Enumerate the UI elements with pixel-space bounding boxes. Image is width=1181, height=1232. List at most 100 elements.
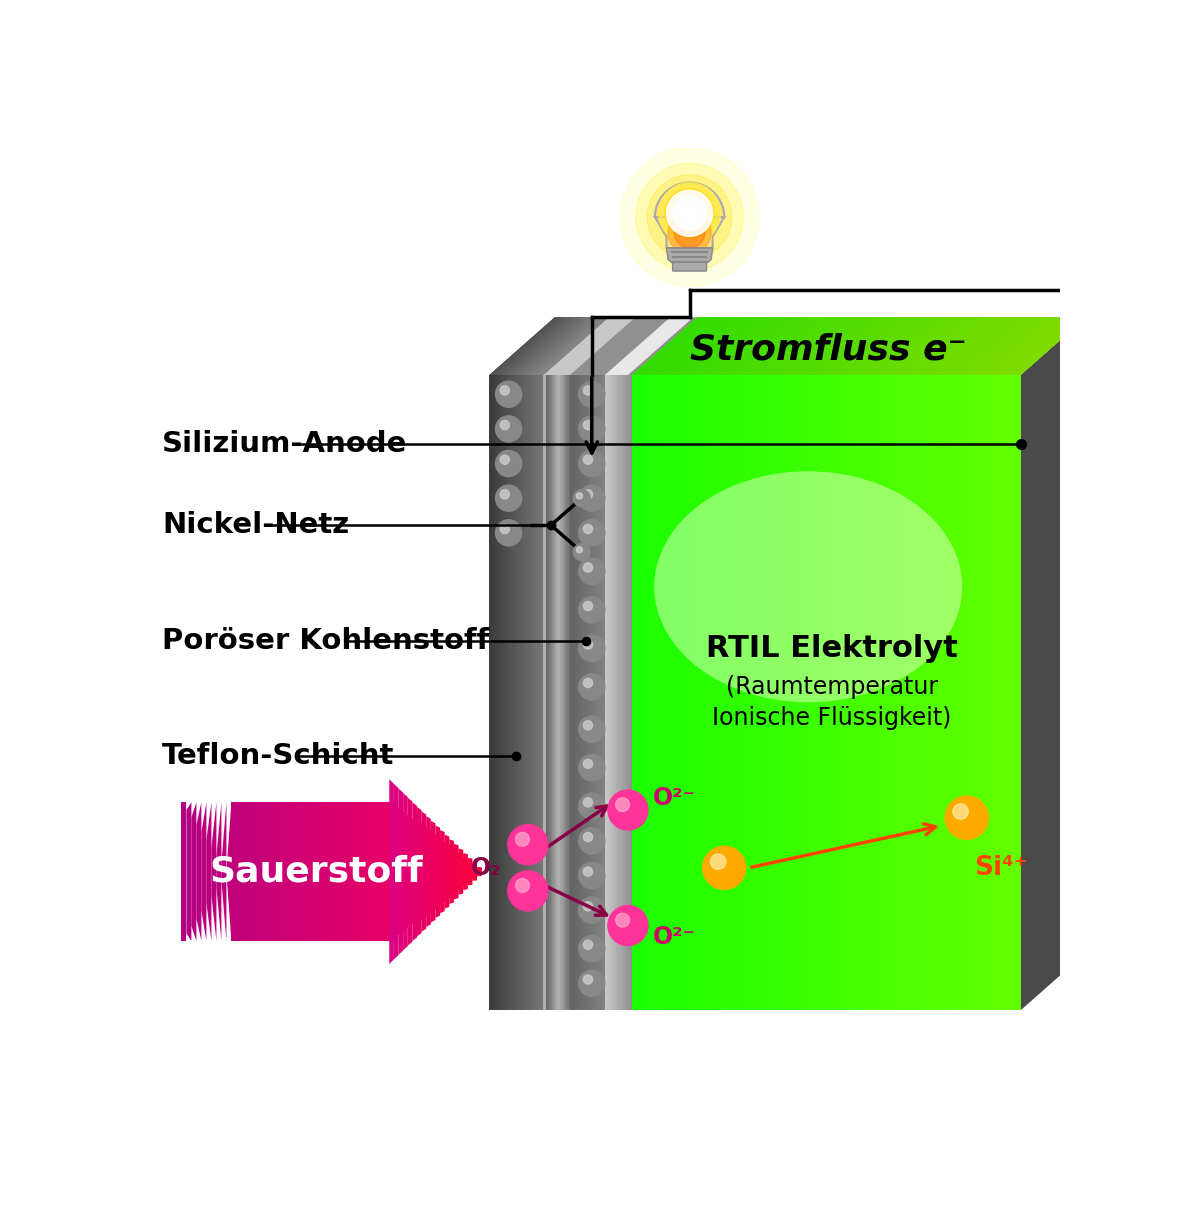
- Polygon shape: [797, 317, 873, 375]
- Polygon shape: [835, 375, 840, 1010]
- Circle shape: [579, 971, 605, 997]
- Polygon shape: [503, 317, 570, 375]
- Polygon shape: [758, 317, 834, 375]
- Polygon shape: [941, 375, 946, 1010]
- Polygon shape: [436, 825, 441, 918]
- Polygon shape: [196, 802, 202, 941]
- Text: Teflon-Schicht: Teflon-Schicht: [162, 742, 394, 770]
- Circle shape: [583, 902, 593, 910]
- Polygon shape: [574, 375, 575, 1010]
- Polygon shape: [771, 375, 776, 1010]
- Polygon shape: [381, 802, 386, 941]
- Polygon shape: [1020, 317, 1087, 1010]
- Polygon shape: [555, 375, 557, 1010]
- Polygon shape: [598, 375, 600, 1010]
- Circle shape: [579, 935, 605, 962]
- Polygon shape: [629, 375, 632, 1010]
- Polygon shape: [661, 317, 736, 375]
- Polygon shape: [550, 375, 553, 1010]
- Polygon shape: [710, 317, 784, 375]
- Polygon shape: [670, 375, 676, 1010]
- Polygon shape: [559, 375, 563, 1010]
- Polygon shape: [241, 802, 247, 941]
- Circle shape: [583, 975, 593, 984]
- Polygon shape: [402, 812, 406, 931]
- Circle shape: [635, 163, 744, 271]
- Polygon shape: [511, 375, 514, 1010]
- Polygon shape: [508, 317, 576, 375]
- Polygon shape: [549, 375, 550, 1010]
- Polygon shape: [392, 804, 397, 939]
- Polygon shape: [569, 375, 574, 1010]
- Circle shape: [608, 790, 648, 830]
- Polygon shape: [609, 375, 612, 1010]
- Circle shape: [496, 520, 522, 546]
- Polygon shape: [261, 802, 267, 941]
- Polygon shape: [625, 375, 627, 1010]
- Polygon shape: [477, 867, 482, 876]
- Polygon shape: [594, 375, 596, 1010]
- Polygon shape: [590, 375, 593, 1010]
- Polygon shape: [855, 317, 931, 375]
- Text: RTIL Elektrolyt: RTIL Elektrolyt: [706, 633, 958, 663]
- Polygon shape: [978, 375, 984, 1010]
- Polygon shape: [616, 375, 622, 1010]
- Polygon shape: [867, 375, 872, 1010]
- Circle shape: [668, 211, 711, 254]
- Circle shape: [501, 455, 509, 464]
- Polygon shape: [755, 375, 761, 1010]
- Polygon shape: [477, 867, 482, 876]
- Polygon shape: [931, 375, 935, 1010]
- Polygon shape: [885, 317, 960, 375]
- Polygon shape: [489, 375, 543, 1010]
- Circle shape: [583, 833, 593, 841]
- Text: Ionische Flüssigkeit): Ionische Flüssigkeit): [712, 706, 952, 729]
- Polygon shape: [522, 375, 524, 1010]
- Polygon shape: [935, 375, 941, 1010]
- Polygon shape: [893, 375, 899, 1010]
- Circle shape: [516, 833, 529, 846]
- Polygon shape: [567, 375, 568, 1010]
- Polygon shape: [888, 375, 893, 1010]
- Polygon shape: [563, 375, 569, 1010]
- Polygon shape: [596, 375, 598, 1010]
- Circle shape: [573, 489, 590, 506]
- Polygon shape: [739, 375, 744, 1010]
- Polygon shape: [422, 812, 426, 931]
- Polygon shape: [489, 375, 495, 1010]
- Polygon shape: [856, 375, 861, 1010]
- Polygon shape: [797, 375, 803, 1010]
- Polygon shape: [580, 375, 585, 1010]
- Polygon shape: [537, 375, 542, 1010]
- Polygon shape: [836, 317, 912, 375]
- Polygon shape: [510, 375, 516, 1010]
- Polygon shape: [994, 375, 999, 1010]
- Polygon shape: [530, 317, 598, 375]
- Polygon shape: [999, 375, 1005, 1010]
- Polygon shape: [894, 317, 970, 375]
- Polygon shape: [600, 375, 601, 1010]
- Polygon shape: [807, 317, 882, 375]
- Text: O₂: O₂: [470, 856, 501, 880]
- Polygon shape: [633, 375, 638, 1010]
- Polygon shape: [187, 802, 191, 941]
- Polygon shape: [697, 375, 702, 1010]
- Polygon shape: [776, 375, 782, 1010]
- Circle shape: [608, 906, 648, 946]
- Polygon shape: [872, 375, 877, 1010]
- Text: Sauerstoff: Sauerstoff: [209, 855, 423, 888]
- Polygon shape: [301, 802, 307, 941]
- Polygon shape: [191, 802, 196, 941]
- Circle shape: [945, 796, 988, 839]
- Polygon shape: [579, 375, 581, 1010]
- Polygon shape: [332, 802, 337, 941]
- Polygon shape: [920, 375, 925, 1010]
- Polygon shape: [1011, 317, 1087, 375]
- Polygon shape: [619, 375, 620, 1010]
- Polygon shape: [654, 375, 659, 1010]
- Polygon shape: [824, 375, 829, 1010]
- Polygon shape: [468, 857, 472, 886]
- Polygon shape: [680, 317, 756, 375]
- Circle shape: [496, 381, 522, 408]
- Polygon shape: [570, 317, 671, 375]
